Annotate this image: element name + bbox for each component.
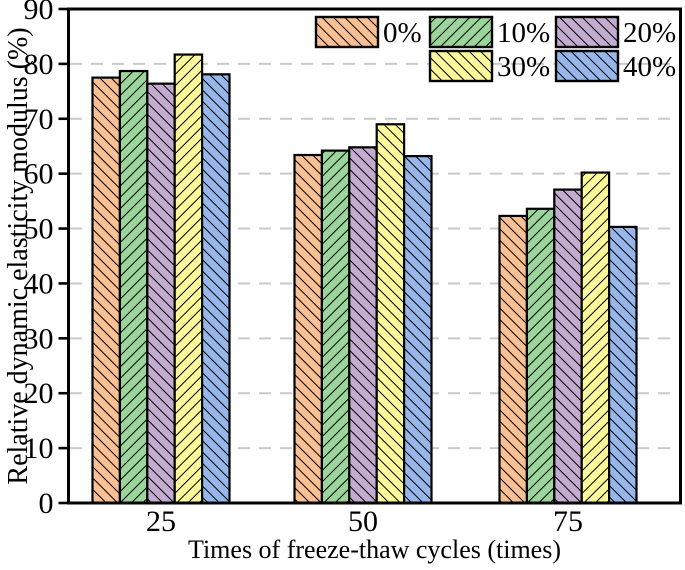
legend-label: 40%	[623, 51, 676, 83]
y-tick-label: 30	[24, 322, 54, 355]
bar	[118, 69, 149, 505]
y-tick-label: 80	[24, 48, 54, 81]
bar	[173, 53, 204, 505]
x-axis-label: Times of freeze-thaw cycles (times)	[188, 535, 561, 564]
legend-label: 0%	[383, 17, 422, 49]
bar	[201, 73, 231, 505]
x-tick-label: 25	[146, 505, 176, 538]
y-tick-label: 0	[39, 487, 54, 520]
legend-label: 30%	[497, 51, 550, 83]
x-tick-label: 75	[553, 505, 583, 538]
legend: 0% 10% 20% 30% 40%	[314, 15, 676, 83]
x-tick-label: 50	[348, 505, 378, 538]
x-axis: 25 50 75	[146, 505, 583, 538]
y-tick-label: 70	[24, 103, 54, 136]
y-tick-label: 10	[24, 432, 54, 465]
legend-label: 20%	[623, 17, 676, 49]
bar	[320, 149, 351, 505]
y-tick-label: 90	[24, 0, 54, 26]
bar	[607, 225, 638, 505]
legend-item: 0%	[314, 15, 422, 49]
bar	[348, 146, 378, 505]
plot-frame	[67, 7, 682, 505]
y-tick-label: 50	[24, 213, 54, 246]
legend-label: 10%	[497, 17, 550, 49]
legend-item: 40%	[554, 49, 676, 83]
y-axis-label: Relative dynamic elasticity modulus (%)	[3, 27, 34, 484]
bar	[498, 214, 528, 505]
bar-groups	[91, 53, 638, 505]
y-axis: 0 10 20 30 40 50 60 70 80 90	[24, 0, 68, 520]
y-tick-label: 60	[24, 158, 54, 191]
y-tick-label: 40	[24, 267, 54, 300]
bar	[525, 207, 556, 505]
bar	[553, 188, 583, 505]
bar	[580, 171, 611, 505]
bar	[91, 76, 121, 505]
bar	[375, 123, 406, 505]
bar	[146, 82, 176, 505]
bar	[293, 153, 323, 505]
legend-item: 30%	[428, 49, 550, 83]
bar	[403, 155, 433, 505]
y-tick-label: 20	[24, 377, 54, 410]
legend-item: 10%	[428, 15, 550, 49]
legend-item: 20%	[554, 15, 676, 49]
